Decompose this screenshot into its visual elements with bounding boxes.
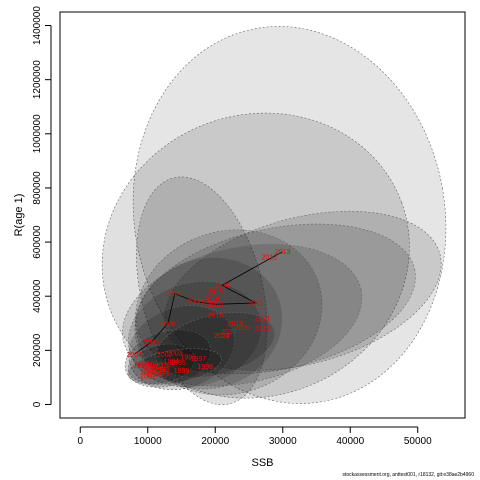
year-label-2013: 2013 xyxy=(275,249,291,256)
plot-frame xyxy=(59,11,466,419)
year-label-2020: 2020 xyxy=(234,325,250,332)
year-label-1989: 1989 xyxy=(140,369,156,376)
year-label-1986: 1986 xyxy=(147,361,163,368)
year-label-2016: 2016 xyxy=(204,296,220,303)
confidence-ellipse-12 xyxy=(155,312,275,378)
confidence-ellipse-6 xyxy=(122,244,363,387)
y-tick-label-1000000: 1000000 xyxy=(32,114,43,153)
year-label-2004: 2004 xyxy=(126,352,142,359)
year-label-2001: 2001 xyxy=(140,374,156,381)
year-label-2002: 2002 xyxy=(157,352,173,359)
x-axis-title: SSB xyxy=(251,457,273,469)
year-label-1996: 1996 xyxy=(180,355,196,362)
year-label-1991: 1991 xyxy=(143,364,159,371)
year-label-1988: 1988 xyxy=(153,367,169,374)
y-axis: 0 200000 400000 600000 800000 1000000 1200000 1… xyxy=(32,6,52,407)
confidence-ellipses xyxy=(101,26,447,405)
year-label-2008: 2008 xyxy=(187,299,203,306)
year-label-2011: 2011 xyxy=(248,300,263,307)
x-tick-label-30000: 30000 xyxy=(269,436,297,447)
confidence-ellipse-13 xyxy=(127,348,222,385)
confidence-ellipse-9 xyxy=(128,305,235,390)
year-label-1997: 1997 xyxy=(191,356,207,363)
confidence-ellipse-2 xyxy=(136,176,268,405)
year-label-1998: 1998 xyxy=(197,364,213,371)
x-axis: 0 10000 20000 30000 40000 50000 xyxy=(77,426,432,447)
year-label-1995: 1995 xyxy=(170,360,186,367)
x-tick-label-10000: 10000 xyxy=(134,436,162,447)
year-label-2003: 2003 xyxy=(167,351,183,358)
footer-credit: stockassessment.org, anttest001, r18132,… xyxy=(342,472,474,478)
year-label-1999: 1999 xyxy=(174,368,190,375)
year-label-2021: 2021 xyxy=(255,315,271,322)
year-label-2005: 2005 xyxy=(143,340,159,347)
x-tick-label-40000: 40000 xyxy=(336,436,364,447)
trajectory-layer xyxy=(134,251,283,355)
year-label-2000: 2000 xyxy=(147,372,163,379)
year-label-2017: 2017 xyxy=(214,333,230,340)
year-label-2018: 2018 xyxy=(207,313,223,320)
y-tick-label-0: 0 xyxy=(32,401,43,407)
year-label-1987: 1987 xyxy=(160,363,176,370)
year-label-1992: 1992 xyxy=(150,367,166,374)
y-tick-label-600000: 600000 xyxy=(32,225,43,259)
y-tick-label-800000: 800000 xyxy=(32,171,43,205)
year-label-2006: 2006 xyxy=(160,321,176,328)
year-label-1994: 1994 xyxy=(164,359,180,366)
y-tick-label-1400000: 1400000 xyxy=(32,6,43,45)
confidence-ellipse-4 xyxy=(136,223,416,375)
confidence-ellipse-11 xyxy=(127,343,195,384)
y-tick-label-1200000: 1200000 xyxy=(32,60,43,99)
trajectory-line xyxy=(134,251,283,355)
year-label-2024: 2024 xyxy=(214,333,230,340)
year-label-1993: 1993 xyxy=(153,371,169,378)
year-label-1985: 1985 xyxy=(137,363,153,370)
confidence-ellipse-1 xyxy=(101,112,410,399)
year-label-2022: 2022 xyxy=(255,326,271,333)
x-tick-label-50000: 50000 xyxy=(404,436,432,447)
year-label-2015: 2015 xyxy=(207,288,223,295)
year-label-2009: 2009 xyxy=(201,300,217,307)
y-tick-label-200000: 200000 xyxy=(32,333,43,367)
x-tick-label-0: 0 xyxy=(77,436,83,447)
year-label-2014: 2014 xyxy=(214,283,230,290)
x-tick-label-20000: 20000 xyxy=(201,436,229,447)
year-label-1990: 1990 xyxy=(133,363,149,370)
year-label-2007: 2007 xyxy=(167,291,183,298)
y-axis-title: R(age 1) xyxy=(13,194,25,237)
confidence-ellipse-3 xyxy=(164,210,442,371)
year-label-2019: 2019 xyxy=(228,321,244,328)
y-tick-label-400000: 400000 xyxy=(32,279,43,313)
confidence-ellipse-0 xyxy=(132,26,447,404)
confidence-ellipse-7 xyxy=(134,257,283,390)
confidence-ellipse-10 xyxy=(124,329,212,388)
year-label-2023: 2023 xyxy=(221,329,237,336)
year-label-2010: 2010 xyxy=(207,302,223,309)
year-label-2012: 2012 xyxy=(261,254,277,261)
